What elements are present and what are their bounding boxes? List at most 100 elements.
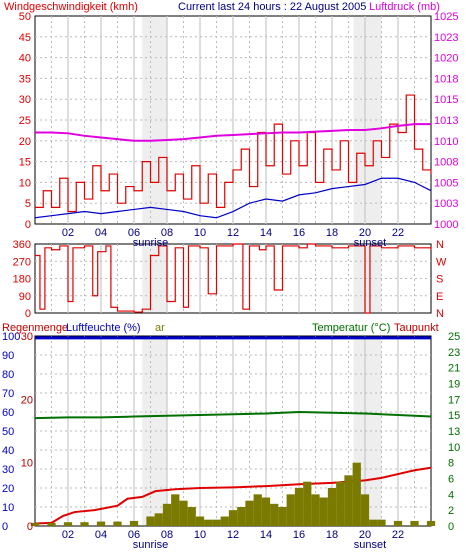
y-right-tick-label: 1010 [434,136,458,148]
rain-bar [352,462,361,526]
compass-label: E [436,291,443,303]
rain-bar [204,519,213,526]
rain-bar [360,494,370,526]
x-tick-label: 20 [359,227,371,239]
rain-bar [336,481,345,526]
y-tick-label: 15 [19,157,31,169]
rain-bar [294,488,304,526]
temperature-tick-label: 17 [448,394,460,406]
x-tick-label: 14 [260,529,272,541]
compass-label: W [436,256,447,268]
x-tick-label: 20 [359,529,371,541]
y-right-tick-label: 1023 [434,32,458,44]
x-tick-label: 10 [194,227,206,239]
rain-bar [80,522,89,526]
x-tick-label: 12 [227,529,239,541]
rain-bar [369,519,378,526]
rain-bar [154,513,163,526]
rain-bar [311,494,320,526]
rain-bar [393,520,403,526]
current-title: Current last 24 hours : 22 August 2005 [178,1,366,13]
y-tick-label: 360 [13,239,31,251]
y-tick-label: 270 [13,256,31,268]
temperature-tick-label: 21 [448,363,460,375]
rain-bar [220,516,229,526]
humidity-tick-label: 0 [2,521,8,533]
temperature-tick-label: 10 [448,442,460,454]
series-layer [30,94,436,526]
sunset-label: sunset [354,539,386,551]
temperature-title: Temperatur (°C) [312,322,390,334]
wind-title: Windgeschwindigkeit (kmh) [4,1,138,13]
temperature-tick-label: 13 [448,426,460,438]
y-right-tick-label: 1008 [434,157,458,169]
series-line [35,94,432,213]
y-right-tick-label: 1020 [434,53,458,65]
y-right-tick-label: 1025 [434,11,458,23]
rain-bar [261,497,271,526]
rain-bar [129,520,139,526]
y-tick-label: 50 [19,11,31,23]
y-right-tick-label: 1018 [434,73,458,85]
y-right-tick-label: 1013 [434,115,458,127]
axis-layer: 0510152025303540455010001003100510081010… [2,11,460,551]
compass-label: S [436,274,443,286]
humidity-tick-label: 20 [2,483,14,495]
x-tick-label: 10 [194,529,206,541]
y-tick-label: 0 [25,219,31,231]
rain-bar [303,481,312,526]
x-tick-label: 04 [95,227,107,239]
rain-bar [344,475,353,526]
y-tick-label: 45 [19,32,31,44]
y-tick-label: 10 [19,177,31,189]
x-tick-label: 12 [227,227,239,239]
x-tick-label: 08 [161,529,173,541]
dewpoint-title: Taupunkt [394,322,439,334]
humidity-tick-label: 80 [2,369,14,381]
rain-tick-label: 20 [21,394,33,406]
series-line [35,243,432,314]
rain-tick-label: 30 [21,331,33,343]
rain-bar [30,522,40,526]
humidity-tick-label: 40 [2,445,14,457]
rain-bar [426,520,436,526]
temperature-tick-label: 15 [448,410,460,422]
y-right-tick-label: 1000 [434,219,458,231]
y-tick-label: 40 [19,53,31,65]
rain-bar [113,521,122,526]
rain-bar [179,500,188,526]
sunset-band [353,17,382,223]
rain-bar [63,522,73,526]
rain-bar [237,507,246,526]
x-tick-label: 18 [326,227,338,239]
rain-tick-label: 10 [21,458,33,470]
rain-bar [228,510,238,526]
x-tick-label: 06 [128,227,140,239]
humidity-tick-label: 100 [2,331,20,343]
sunset-band [353,245,382,312]
compass-label: N [436,308,444,320]
x-tick-label: 08 [161,227,173,239]
x-tick-label: 18 [326,529,338,541]
sunrise-label: sunrise [133,539,168,551]
humidity-tick-label: 30 [2,464,14,476]
rain-bar [410,520,419,526]
rain-bar [377,519,386,526]
rain-tick-label: 0 [27,521,33,533]
sunrise-label: sunrise [133,237,168,249]
sunset-label: sunset [354,237,386,249]
temperature-tick-label: 0 [448,521,454,533]
rain-bar [253,494,262,526]
rain-bar [162,503,172,526]
series-line [34,410,432,420]
rain-bar [278,507,287,526]
rain-bar [187,507,196,526]
humidity-tick-label: 50 [2,426,14,438]
temperature-tick-label: 2 [448,505,454,517]
humidity-tick-label: 70 [2,388,14,400]
x-tick-label: 02 [62,529,74,541]
temperature-tick-label: 8 [448,458,454,470]
rain-title: Regenmenge [2,322,68,334]
